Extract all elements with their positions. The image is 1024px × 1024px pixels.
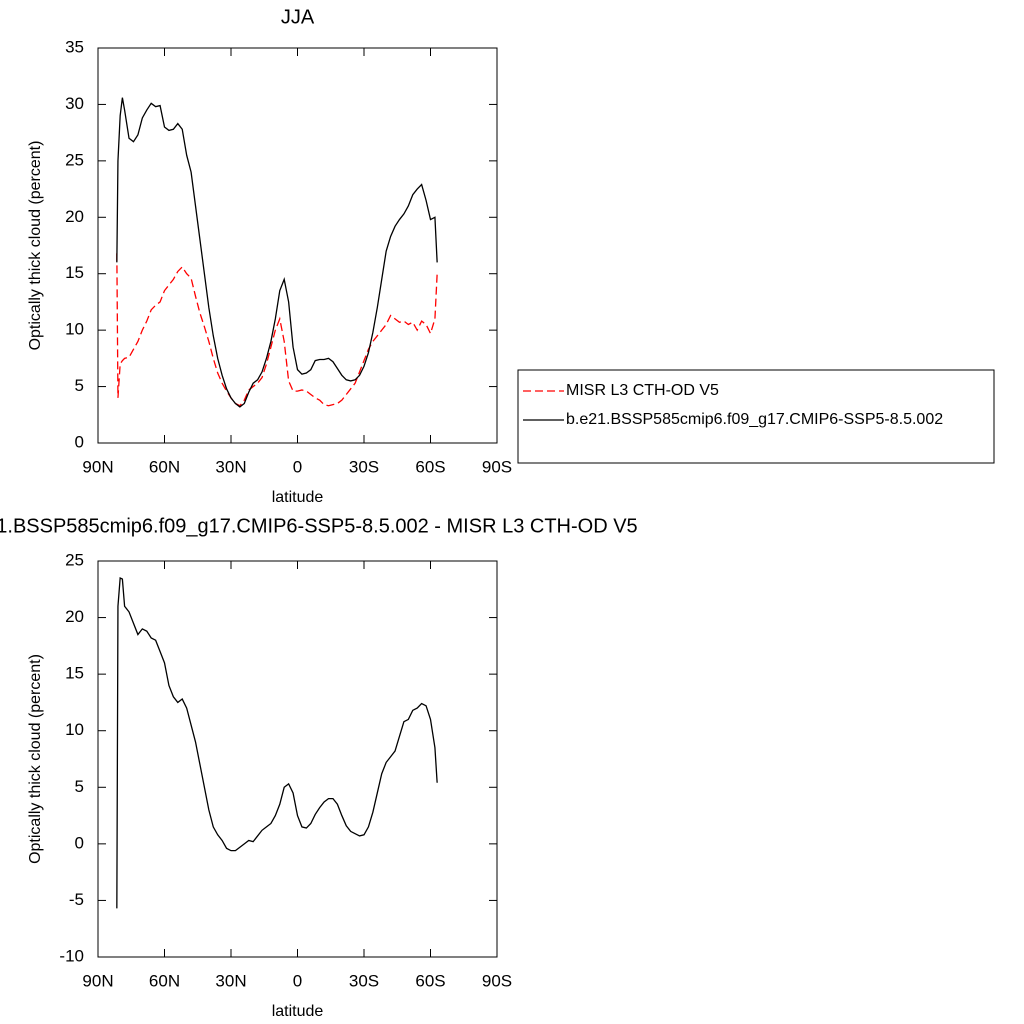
y-axis-label: Optically thick cloud (percent) <box>27 654 44 864</box>
y-tick-label: 5 <box>75 777 84 796</box>
chart-title: JJA <box>281 6 315 28</box>
y-tick-label: 30 <box>65 94 84 113</box>
y-tick-label: -10 <box>59 946 84 965</box>
legend-label: MISR L3 CTH-OD V5 <box>566 382 719 399</box>
x-tick-label: 60N <box>149 971 180 990</box>
x-tick-label: 30N <box>215 457 246 476</box>
y-tick-label: 15 <box>65 263 84 282</box>
y-tick-label: 15 <box>65 664 84 683</box>
chart-title: b.e21.BSSP585cmip6.f09_g17.CMIP6-SSP5-8.… <box>0 515 638 537</box>
x-tick-label: 30S <box>349 457 379 476</box>
y-tick-label: -5 <box>69 890 84 909</box>
y-axis-label: Optically thick cloud (percent) <box>27 141 44 351</box>
y-tick-label: 20 <box>65 207 84 226</box>
y-tick-label: 0 <box>75 432 84 451</box>
x-tick-label: 0 <box>293 457 302 476</box>
x-tick-label: 30N <box>215 971 246 990</box>
y-tick-label: 25 <box>65 550 84 569</box>
legend-label: b.e21.BSSP585cmip6.f09_g17.CMIP6-SSP5-8.… <box>566 411 943 428</box>
x-tick-label: 90N <box>82 971 113 990</box>
x-tick-label: 60S <box>415 457 445 476</box>
x-axis-label: latitude <box>272 1003 324 1020</box>
x-tick-label: 60N <box>149 457 180 476</box>
x-tick-label: 30S <box>349 971 379 990</box>
y-tick-label: 35 <box>65 37 84 56</box>
x-tick-label: 90S <box>482 971 512 990</box>
x-tick-label: 90N <box>82 457 113 476</box>
plot-frame <box>97 560 498 958</box>
y-tick-label: 5 <box>75 376 84 395</box>
y-tick-label: 0 <box>75 833 84 852</box>
legend-box <box>517 369 995 464</box>
x-tick-label: 0 <box>293 971 302 990</box>
y-tick-label: 10 <box>65 320 84 339</box>
x-axis-label: latitude <box>272 489 324 506</box>
x-tick-label: 90S <box>482 457 512 476</box>
x-tick-label: 60S <box>415 971 445 990</box>
y-tick-label: 25 <box>65 150 84 169</box>
y-tick-label: 10 <box>65 720 84 739</box>
plot-frame <box>97 47 498 444</box>
data-line <box>116 253 438 407</box>
y-tick-label: 20 <box>65 607 84 626</box>
data-line <box>116 576 438 909</box>
data-line <box>116 97 438 408</box>
